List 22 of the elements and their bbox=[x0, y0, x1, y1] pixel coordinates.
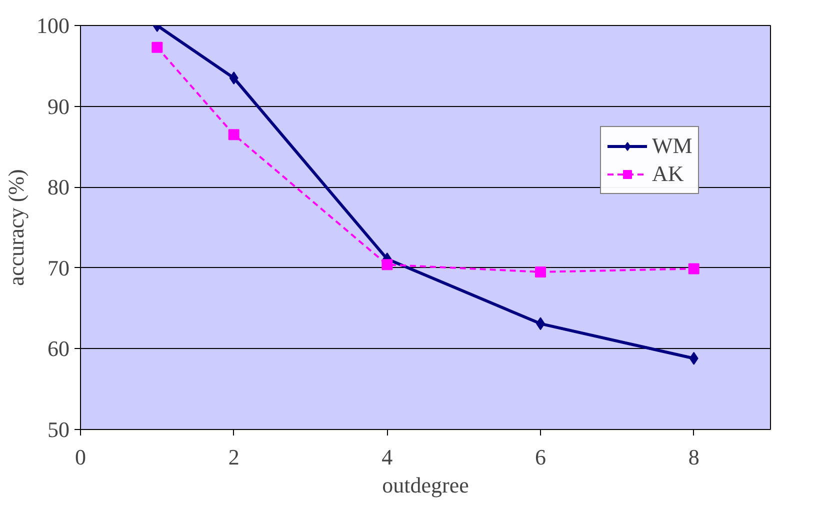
x-tick-label: 4 bbox=[382, 444, 393, 470]
point bbox=[688, 263, 700, 274]
y-tick-label: 50 bbox=[48, 417, 70, 442]
y-axis-title: accuracy (%) bbox=[4, 169, 28, 286]
y-tick-label: 90 bbox=[48, 94, 70, 119]
legend-label: AK bbox=[652, 161, 684, 187]
point bbox=[152, 42, 163, 53]
point bbox=[228, 129, 240, 140]
y-tick-label: 70 bbox=[48, 255, 70, 280]
point bbox=[382, 259, 393, 270]
point bbox=[689, 352, 698, 365]
y-tick-label: 80 bbox=[48, 174, 70, 200]
x-tick-label: 8 bbox=[688, 444, 700, 470]
x-tick-label: 2 bbox=[228, 444, 240, 470]
x-axis-title: outdegree bbox=[382, 472, 469, 498]
x-tick-label: 6 bbox=[535, 444, 546, 470]
x-tick-label: 0 bbox=[75, 444, 86, 470]
point bbox=[229, 72, 238, 85]
y-tick-label: 60 bbox=[48, 336, 70, 362]
y-tick-label: 100 bbox=[36, 13, 70, 38]
point bbox=[535, 266, 546, 278]
legend-label: WM bbox=[652, 133, 692, 159]
